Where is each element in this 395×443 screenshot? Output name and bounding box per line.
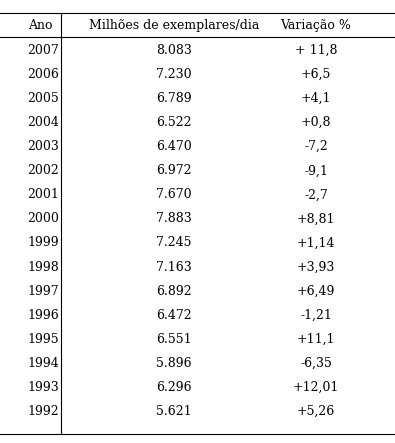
Text: 2002: 2002 (28, 164, 59, 177)
Text: 2000: 2000 (28, 212, 60, 225)
Text: 1996: 1996 (28, 309, 59, 322)
Text: 6.972: 6.972 (156, 164, 192, 177)
Text: 6.472: 6.472 (156, 309, 192, 322)
Text: +8,81: +8,81 (297, 212, 335, 225)
Text: 7.245: 7.245 (156, 237, 192, 249)
Text: -6,35: -6,35 (300, 357, 332, 370)
Text: 2005: 2005 (28, 92, 59, 105)
Text: +11,1: +11,1 (297, 333, 335, 346)
Text: 6.789: 6.789 (156, 92, 192, 105)
Text: + 11,8: + 11,8 (295, 44, 337, 57)
Text: 6.296: 6.296 (156, 381, 192, 394)
Text: Variação %: Variação % (280, 19, 352, 32)
Text: 1998: 1998 (28, 260, 59, 273)
Text: 1992: 1992 (28, 405, 59, 418)
Text: Milhões de exemplares/dia: Milhões de exemplares/dia (88, 19, 259, 32)
Text: 5.896: 5.896 (156, 357, 192, 370)
Text: 7.163: 7.163 (156, 260, 192, 273)
Text: 6.522: 6.522 (156, 116, 192, 129)
Text: +6,49: +6,49 (297, 284, 335, 298)
Text: Ano: Ano (28, 19, 52, 32)
Text: -2,7: -2,7 (304, 188, 328, 202)
Text: 2006: 2006 (28, 68, 60, 81)
Text: +5,26: +5,26 (297, 405, 335, 418)
Text: 6.470: 6.470 (156, 140, 192, 153)
Text: 2003: 2003 (28, 140, 60, 153)
Text: 1999: 1999 (28, 237, 59, 249)
Text: 2004: 2004 (28, 116, 60, 129)
Text: 8.083: 8.083 (156, 44, 192, 57)
Text: -7,2: -7,2 (304, 140, 328, 153)
Text: 7.670: 7.670 (156, 188, 192, 202)
Text: 2007: 2007 (28, 44, 59, 57)
Text: 6.892: 6.892 (156, 284, 192, 298)
Text: 7.883: 7.883 (156, 212, 192, 225)
Text: 1995: 1995 (28, 333, 59, 346)
Text: -1,21: -1,21 (300, 309, 332, 322)
Text: 5.621: 5.621 (156, 405, 192, 418)
Text: 6.551: 6.551 (156, 333, 192, 346)
Text: +0,8: +0,8 (301, 116, 331, 129)
Text: 1993: 1993 (28, 381, 59, 394)
Text: +12,01: +12,01 (293, 381, 339, 394)
Text: 2001: 2001 (28, 188, 60, 202)
Text: 1997: 1997 (28, 284, 59, 298)
Text: +1,14: +1,14 (297, 237, 335, 249)
Text: +6,5: +6,5 (301, 68, 331, 81)
Text: 1994: 1994 (28, 357, 59, 370)
Text: -9,1: -9,1 (304, 164, 328, 177)
Text: +4,1: +4,1 (301, 92, 331, 105)
Text: +3,93: +3,93 (297, 260, 335, 273)
Text: 7.230: 7.230 (156, 68, 192, 81)
